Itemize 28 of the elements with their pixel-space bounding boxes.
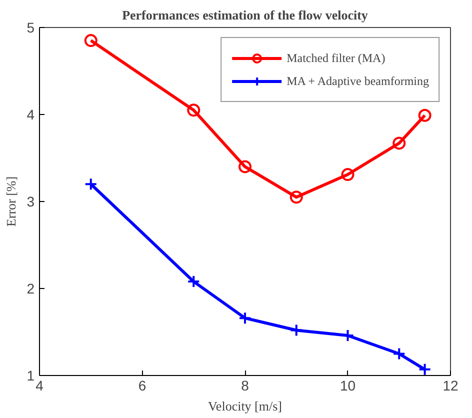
point <box>392 347 406 360</box>
point <box>418 362 432 376</box>
x-axis-title: Velocity [m/s] <box>208 398 282 414</box>
y-tick-label: 4 <box>26 106 35 122</box>
point <box>418 108 432 122</box>
y-tick-label: 3 <box>26 194 35 210</box>
y-tick-label: 5 <box>26 20 35 36</box>
y-tick-label: 1 <box>26 368 35 384</box>
point <box>392 136 406 150</box>
point <box>187 275 200 288</box>
point <box>238 312 252 325</box>
point <box>187 104 200 117</box>
x-tick-label: 12 <box>442 378 458 394</box>
point <box>238 160 252 174</box>
legend-label: MA + Adaptive beamforming <box>286 74 429 88</box>
point <box>84 178 98 191</box>
y-tick-label: 2 <box>26 280 35 296</box>
point <box>290 190 303 204</box>
x-tick-label: 6 <box>138 378 146 394</box>
point <box>84 34 98 48</box>
point <box>341 168 354 182</box>
point <box>290 324 303 337</box>
x-tick-label: 10 <box>340 378 356 394</box>
y-axis-title: Error [%] <box>4 176 19 227</box>
point <box>341 328 354 342</box>
x-tick-label: 8 <box>241 378 250 394</box>
chart-title: Performances estimation of the flow velocity <box>122 8 368 22</box>
legend-label: Matched filter (MA) <box>286 50 386 66</box>
